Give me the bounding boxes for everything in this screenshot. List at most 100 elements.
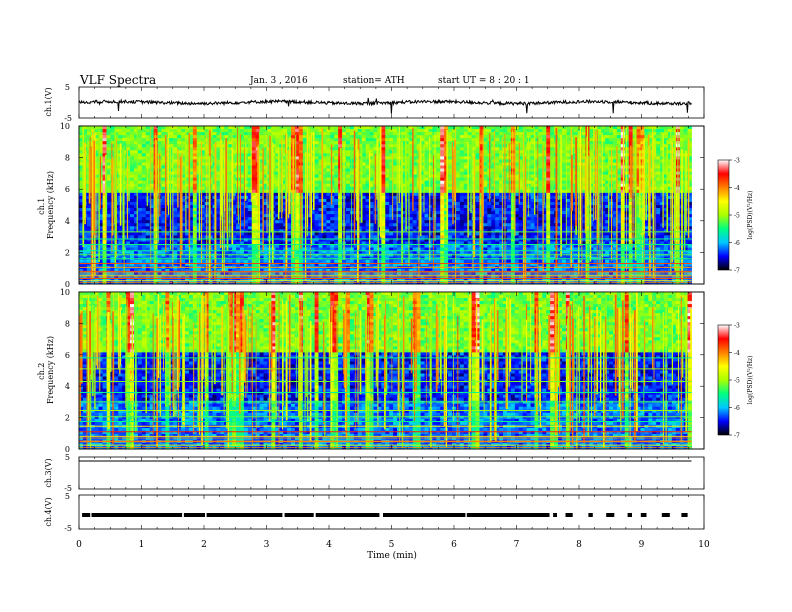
spectrogram-cell	[310, 220, 315, 224]
spectrogram-cell	[459, 180, 465, 185]
spectrogram-cell	[188, 126, 194, 130]
spectrogram-cell	[334, 205, 339, 209]
spectrogram-cell	[330, 171, 335, 176]
spectrogram-cell	[424, 132, 429, 136]
spectrogram-cell	[632, 214, 637, 218]
spectrogram-cell	[126, 214, 131, 218]
spectrogram-cell	[345, 189, 351, 194]
spectrogram-cell	[330, 183, 335, 188]
spectrogram-cell	[330, 168, 335, 172]
spectrogram-cell	[381, 217, 386, 221]
spectrogram-cell	[558, 208, 563, 212]
spectrogram-cell	[581, 183, 586, 188]
spectrogram-cell	[514, 144, 520, 148]
spectrogram-cell	[471, 129, 476, 133]
spectrogram-cell	[404, 132, 410, 136]
spectrogram-cell	[632, 153, 637, 157]
spectrogram-cell	[444, 168, 449, 172]
spectrogram-cell	[491, 192, 496, 197]
spectrogram-cell	[542, 129, 547, 133]
spectrogram-cell	[334, 162, 339, 166]
spectrogram-cell	[628, 126, 634, 130]
spectrogram-cell	[106, 186, 111, 191]
spectrogram-cell	[365, 192, 370, 197]
spectrogram-cell	[330, 141, 335, 145]
spectrogram-cell	[444, 129, 449, 133]
spectrogram-cell	[306, 138, 312, 142]
spectrogram-cell	[495, 153, 500, 157]
spectrogram-cell	[306, 189, 312, 194]
spectrogram-cell	[185, 168, 190, 172]
spectrogram-cell	[243, 135, 249, 139]
spectrogram-cell	[400, 162, 406, 166]
spectrogram-cell	[652, 214, 657, 218]
spectrogram-cell	[495, 138, 500, 142]
spectrogram-cell	[137, 198, 143, 203]
spectrogram-cell	[173, 168, 178, 172]
spectrogram-cell	[389, 192, 394, 197]
spectrogram-cell	[169, 171, 174, 176]
spectrogram-cell	[428, 174, 433, 179]
spectrogram-cell	[306, 195, 312, 200]
spectrogram-cell	[550, 198, 555, 203]
spectrogram-cell	[518, 153, 524, 157]
spectrogram-cell	[558, 195, 563, 200]
spectrogram-cell	[251, 171, 257, 176]
spectrogram-cell	[361, 217, 367, 221]
spectrogram-cell	[106, 144, 111, 148]
spectrogram-cell	[188, 162, 194, 166]
spectrogram-cell	[389, 144, 394, 148]
spectrogram-cell	[526, 195, 531, 200]
spectrogram-cell	[577, 165, 582, 169]
spectrogram-cell	[404, 186, 410, 191]
spectrogram-cell	[141, 147, 147, 151]
spectrogram-cell	[412, 135, 418, 139]
spectrogram-cell	[349, 201, 355, 206]
spectrogram-cell	[275, 150, 280, 154]
ch1-ytick-bottom: -5	[64, 114, 72, 123]
spectrogram-cell	[275, 132, 280, 136]
spectrogram-cell	[467, 135, 473, 139]
spectrogram-cell	[491, 165, 496, 169]
spectrogram-cell	[463, 186, 469, 191]
spectrogram-cell	[589, 205, 594, 209]
spectrogram-cell	[459, 129, 465, 133]
spectrogram-cell	[181, 205, 186, 209]
spectrogram-cell	[452, 211, 457, 215]
spectrogram-cell	[275, 217, 280, 221]
spectrogram-cell	[550, 217, 555, 221]
spectrogram-cell	[169, 153, 174, 157]
spectrogram-cell	[667, 186, 673, 191]
spectrogram-cell	[314, 162, 319, 166]
spectrogram-cell	[169, 162, 174, 166]
spectrogram-cell	[294, 141, 300, 145]
spectrogram-cell	[298, 144, 304, 148]
spectrogram-cell	[404, 177, 410, 182]
spectrogram-cell	[169, 205, 174, 209]
spectrogram-cell	[538, 162, 543, 166]
spectrogram-cell	[459, 144, 465, 148]
spectrogram-cell	[365, 168, 370, 172]
spectrogram-cell	[310, 205, 315, 209]
spectrogram-cell	[428, 165, 433, 169]
spectrogram-cell	[361, 183, 367, 188]
spectrogram-cell	[133, 159, 139, 163]
spectrogram-cell	[161, 186, 166, 191]
spectrogram-cell	[546, 177, 551, 182]
spectrogram-cell	[538, 129, 543, 133]
spectrogram-cell	[353, 126, 359, 130]
spectrogram-cell	[581, 132, 586, 136]
spectrogram-cell	[126, 189, 131, 194]
spectrogram-cell	[149, 159, 154, 163]
spectrogram-cell	[428, 159, 433, 163]
spectrogram-cell	[79, 201, 84, 206]
spectrogram-cell	[365, 201, 370, 206]
spectrogram-cell	[102, 159, 107, 163]
spectrogram-cell	[314, 150, 319, 154]
spectrogram-cell	[632, 208, 637, 212]
spectrogram-cell	[185, 138, 190, 142]
spectrogram-cell	[86, 144, 92, 148]
spectrogram-cell	[400, 211, 406, 215]
spectrogram-cell	[326, 147, 331, 151]
spectrogram-cell	[102, 177, 107, 182]
